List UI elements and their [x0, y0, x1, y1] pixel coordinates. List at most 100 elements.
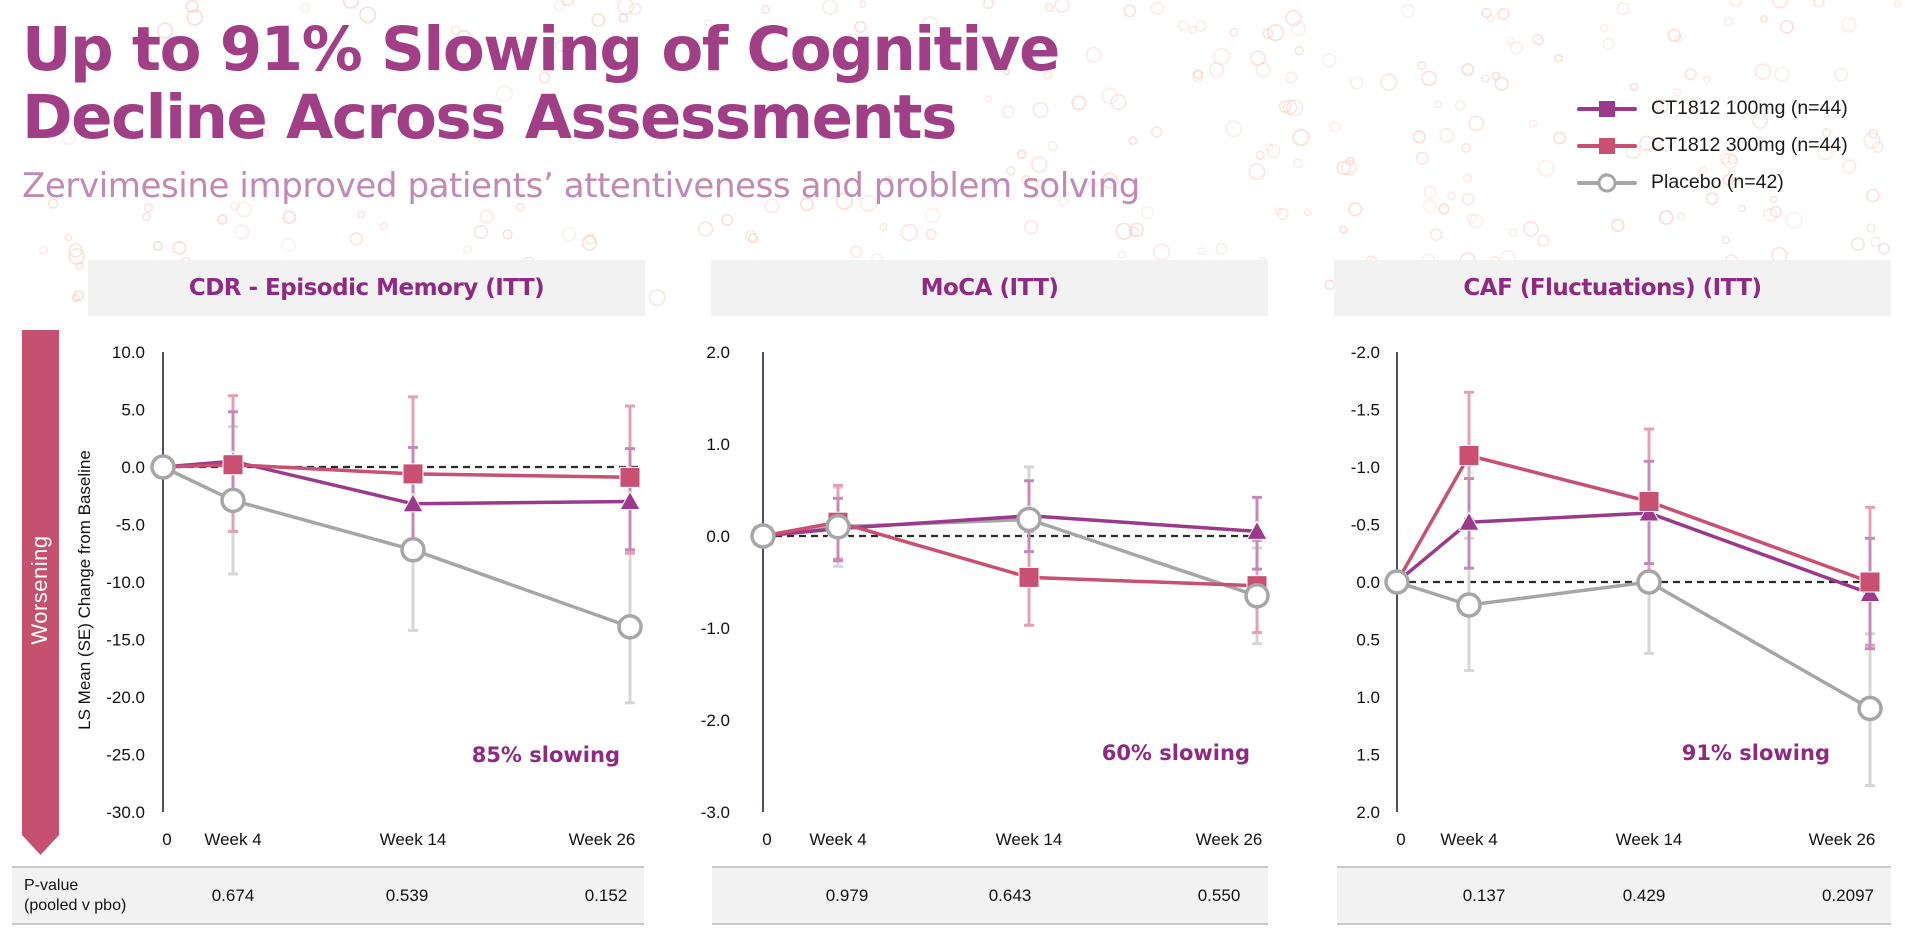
legend-item-300mg: CT1812 300mg (n=44): [1577, 127, 1848, 164]
background-dot: [1654, 99, 1670, 114]
background-dot: [1087, 178, 1097, 188]
series-line-100mg: [1395, 511, 1871, 596]
background-dot: [1128, 226, 1140, 237]
background-dot: [1785, 211, 1803, 229]
background-dot: [1537, 234, 1550, 247]
background-dot: [1429, 228, 1443, 241]
x-tick-label: Week 26: [1196, 830, 1263, 849]
background-dot: [1188, 25, 1197, 34]
background-dot: [1101, 87, 1119, 105]
background-dot: [1813, 0, 1825, 8]
data-point-placebo: [1636, 569, 1662, 595]
background-dot: [1002, 67, 1011, 76]
background-dot: [1667, 28, 1681, 42]
background-dot: [73, 113, 83, 123]
y-tick-label: -1.0: [701, 619, 730, 638]
background-dot: [1196, 247, 1206, 256]
background-dot: [1616, 2, 1630, 16]
background-dot: [1463, 173, 1473, 183]
y-tick-label: -2.0: [701, 711, 730, 730]
background-dot: [1455, 100, 1466, 111]
background-dot: [337, 46, 349, 59]
slowing-annotation: 85% slowing: [472, 743, 620, 767]
pvalue-label-line1: P-value: [24, 876, 79, 894]
pvalue-moca-week4: 0.979: [825, 885, 869, 905]
pvalue-moca-week26: 0.550: [1197, 885, 1241, 905]
data-point-300mg: [1018, 566, 1040, 588]
y-tick-label: 5.0: [121, 401, 145, 420]
background-dot: [1611, 218, 1625, 233]
data-point-100mg: [619, 490, 641, 510]
y-tick-label: -10.0: [106, 573, 145, 592]
data-point-300mg: [402, 463, 424, 485]
background-dot: [1866, 223, 1876, 233]
background-dot: [1537, 159, 1555, 177]
background-dot: [1032, 101, 1049, 118]
background-dot: [1423, 185, 1437, 199]
series-line-placebo: [1396, 580, 1871, 711]
background-dot: [1110, 93, 1127, 111]
background-dot: [1286, 99, 1304, 117]
pvalue-row-moca: 0.979 0.643 0.550: [712, 866, 1268, 925]
x-tick-label: Week 14: [380, 830, 447, 849]
y-axis-label: LS Mean (SE) Change from Baseline: [75, 450, 94, 730]
background-dot: [1329, 121, 1341, 133]
x-tick-label: Week 14: [996, 830, 1063, 849]
background-dot: [1054, 0, 1070, 13]
legend-label-300mg: CT1812 300mg (n=44): [1651, 134, 1848, 156]
background-dot: [342, 0, 359, 9]
background-dot: [259, 128, 270, 139]
background-dot: [1821, 128, 1832, 138]
pvalue-moca-week14: 0.643: [988, 885, 1032, 905]
background-dot: [1415, 151, 1429, 165]
background-dot: [1276, 207, 1289, 220]
background-dot: [1292, 128, 1310, 147]
background-dot: [538, 71, 551, 84]
background-dot: [1466, 213, 1477, 224]
data-point-placebo: [150, 454, 176, 480]
background-dot: [1719, 152, 1732, 165]
background-dot: [1759, 14, 1768, 23]
background-dot: [1602, 37, 1615, 51]
background-dot: [761, 5, 770, 15]
background-dot: [611, 122, 625, 136]
legend-item-placebo: Placebo (n=42): [1577, 164, 1848, 201]
x-tick-label: Week 4: [809, 830, 866, 849]
background-dot: [1336, 160, 1352, 176]
page-title: Up to 91% Slowing of Cognitive Decline A…: [22, 16, 1060, 152]
background-dot: [1412, 130, 1426, 144]
background-dot: [61, 130, 77, 145]
background-dot: [217, 214, 228, 225]
background-dot: [1870, 236, 1882, 248]
background-dot: [68, 243, 83, 258]
background-dot: [1468, 115, 1485, 132]
background-dot: [561, 0, 574, 7]
background-dot: [1698, 166, 1708, 175]
pvalue-label-line2: (pooled v pbo): [24, 896, 127, 914]
background-dot: [1468, 213, 1484, 229]
background-dot: [1723, 16, 1734, 27]
background-dot: [1346, 156, 1355, 166]
background-dot: [1047, 141, 1058, 152]
background-dot: [479, 209, 494, 224]
data-point-300mg: [1458, 445, 1480, 466]
y-tick-label: -25.0: [106, 746, 145, 765]
pvalue-row-label: P-value (pooled v pbo): [24, 868, 126, 923]
background-dot: [516, 202, 525, 212]
background-dot: [1379, 73, 1398, 91]
background-dot: [1481, 74, 1490, 83]
series-line-100mg: [762, 514, 1258, 538]
y-tick-label: 0.0: [1356, 573, 1380, 592]
background-dot: [1036, 179, 1045, 188]
background-dot: [921, 16, 939, 34]
background-dot: [1030, 156, 1048, 173]
series-line-300mg: [1395, 453, 1871, 584]
background-dot: [450, 25, 461, 36]
background-dot: [1677, 212, 1686, 221]
background-dot: [591, 13, 606, 27]
pvalue-cdr-week14: 0.539: [385, 885, 429, 905]
legend-label-100mg: CT1812 100mg (n=44): [1651, 97, 1848, 119]
background-dot: [925, 228, 937, 240]
x-tick-label: Week 26: [569, 830, 636, 849]
pvalue-cdr-week4: 0.674: [211, 885, 255, 905]
